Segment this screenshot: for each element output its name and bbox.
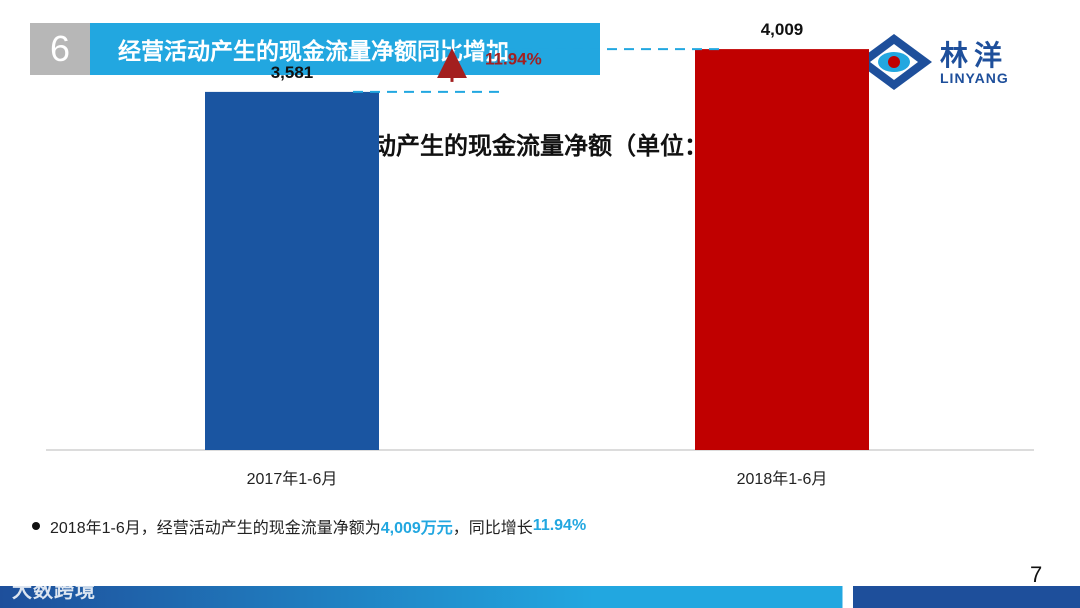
watermark: 大数跨境 [12,580,96,602]
note-highlight-growth: 11.94% [532,517,587,534]
bar-chart: 3,581 2017年1-6月 4,009 2018年1-6月 11.94% [46,20,1034,488]
x-tick-label: 2017年1-6月 [247,470,338,488]
bar-1 [695,49,869,450]
bar-0 [205,91,379,451]
logo-text-en: LINYANG [940,70,1009,86]
logo-text-cn: 林洋 [940,40,1009,71]
page-number: 7 [1030,562,1043,587]
footer-bar [0,586,1080,608]
note-highlight-value: 4,009万元 [380,520,453,537]
bar-value-label: 4,009 [761,20,804,39]
note-prefix: 2018年1-6月，经营活动产生的现金流量净额为 [50,520,381,537]
bullet-icon [32,522,40,530]
logo-emblem-icon [856,34,932,90]
note-middle: ，同比增长 [452,520,533,537]
x-tick-label: 2018年1-6月 [737,470,828,488]
summary-note: 2018年1-6月，经营活动产生的现金流量净额为 4,009万元 ，同比增长 1… [32,514,586,538]
bar-value-label: 3,581 [271,63,314,82]
section-number: 6 [30,23,90,75]
growth-annotation: 11.94% [485,50,542,69]
company-logo: 林洋 LINYANG [852,30,1032,94]
